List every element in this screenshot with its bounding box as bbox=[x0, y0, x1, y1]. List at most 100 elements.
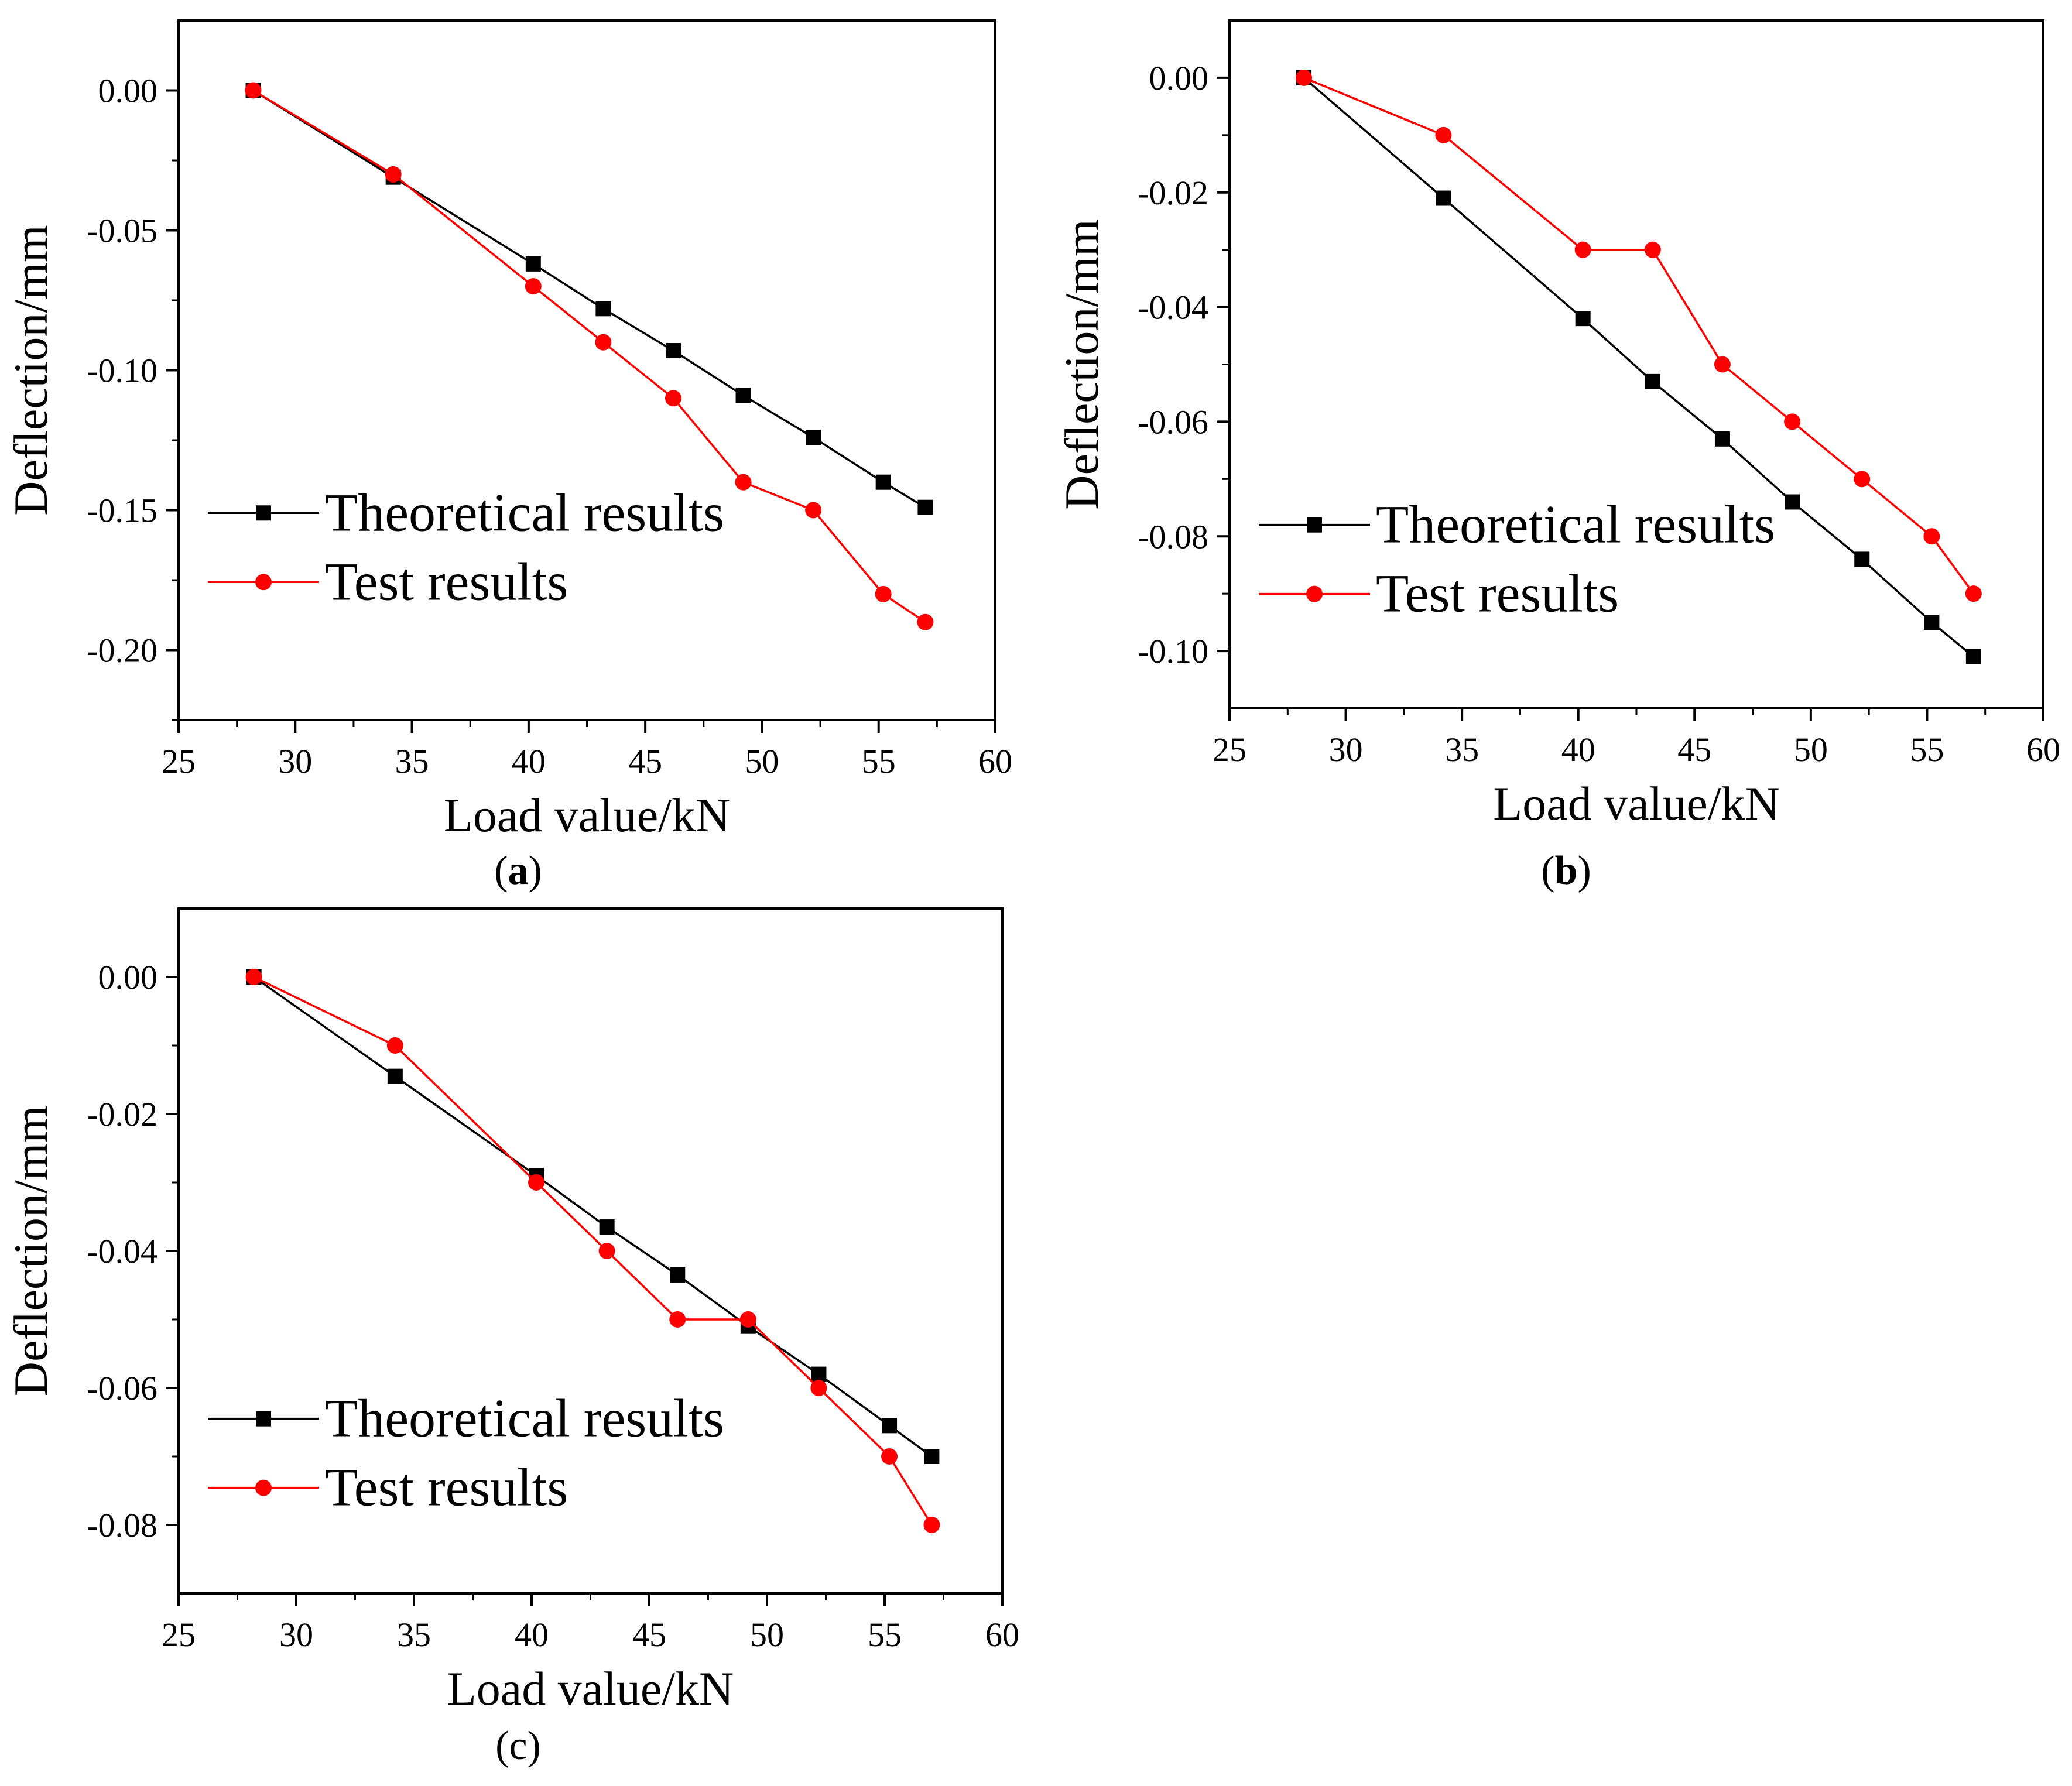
y-tick-label: -0.04 bbox=[1138, 289, 1208, 327]
x-tick-label: 50 bbox=[745, 742, 779, 780]
x-tick-label: 55 bbox=[1910, 731, 1944, 769]
x-axis-title: Load value/kN bbox=[447, 1662, 734, 1715]
panel-label-close: ) bbox=[528, 1723, 541, 1768]
legend-marker-theoretical bbox=[1307, 517, 1322, 533]
x-tick-label: 30 bbox=[278, 742, 312, 780]
y-tick-label: -0.06 bbox=[1138, 403, 1208, 441]
series-line-test bbox=[252, 89, 926, 623]
data-point-theoretical bbox=[1785, 494, 1800, 510]
panel-label-letter: a bbox=[508, 848, 529, 893]
data-point-test bbox=[598, 1243, 615, 1259]
x-tick-label: 30 bbox=[279, 1616, 313, 1654]
data-point-test bbox=[1854, 471, 1871, 488]
series-line-theoretical bbox=[253, 976, 933, 1458]
x-tick-label: 40 bbox=[1561, 731, 1595, 769]
panel-label-open: ( bbox=[495, 1723, 509, 1768]
data-point-test bbox=[735, 474, 752, 491]
x-tick-label: 55 bbox=[868, 1616, 902, 1654]
legend-marker-test bbox=[1306, 585, 1323, 602]
plot-frame bbox=[177, 19, 996, 721]
data-point-test bbox=[1574, 241, 1591, 258]
x-tick-label: 25 bbox=[162, 742, 196, 780]
x-tick-label: 40 bbox=[515, 1616, 549, 1654]
x-tick-label: 35 bbox=[395, 742, 429, 780]
x-tick-label: 50 bbox=[1794, 731, 1828, 769]
y-tick-label: -0.08 bbox=[87, 1506, 157, 1544]
panel-label: (c) bbox=[495, 1723, 541, 1768]
data-point-theoretical bbox=[924, 1449, 940, 1464]
legend-marker-test bbox=[255, 574, 272, 591]
data-point-theoretical bbox=[811, 1366, 827, 1382]
x-axis-title: Load value/kN bbox=[1493, 777, 1780, 830]
y-tick-label: -0.05 bbox=[87, 212, 157, 250]
data-point-test bbox=[669, 1311, 686, 1328]
data-point-theoretical bbox=[917, 499, 933, 515]
panel-label-letter: c bbox=[509, 1723, 527, 1768]
x-tick-label: 40 bbox=[512, 742, 546, 780]
y-tick-label: -0.08 bbox=[1138, 517, 1208, 556]
x-tick-label: 35 bbox=[397, 1616, 431, 1654]
data-point-test bbox=[739, 1311, 756, 1328]
data-point-theoretical bbox=[670, 1267, 686, 1283]
chart-panel-c: 25 30 35 40 45 50 55 60 0.00 -0.02 -0.04 -0.06 -0.08… bbox=[4, 907, 1019, 1768]
data-point-theoretical bbox=[525, 256, 541, 272]
y-tick-label: -0.02 bbox=[1138, 174, 1208, 212]
legend-label-theoretical: Theoretical results bbox=[325, 1389, 724, 1448]
y-tick-label: 0.00 bbox=[98, 958, 158, 996]
data-point-theoretical bbox=[387, 1068, 403, 1084]
y-tick-label: -0.10 bbox=[87, 352, 157, 390]
y-tick-label: -0.15 bbox=[87, 492, 157, 530]
legend-marker-theoretical bbox=[256, 505, 271, 521]
y-tick-label: -0.04 bbox=[87, 1232, 157, 1270]
data-point-theoretical bbox=[665, 343, 681, 359]
data-point-theoretical bbox=[735, 388, 751, 403]
series-line-theoretical bbox=[252, 90, 926, 509]
data-point-test bbox=[923, 1517, 940, 1533]
data-point-theoretical bbox=[1575, 311, 1591, 327]
data-point-theoretical bbox=[599, 1219, 615, 1235]
x-tick-label: 55 bbox=[862, 742, 896, 780]
data-point-test bbox=[245, 82, 262, 99]
y-tick-label: -0.20 bbox=[87, 632, 157, 670]
data-point-test bbox=[1296, 69, 1313, 86]
chart-panel-b: 25 30 35 40 45 50 55 60 0.00 -0.02 -0.04 -0.06 -0.08… bbox=[1055, 19, 2060, 893]
panel-label-open: ( bbox=[1541, 848, 1554, 893]
x-tick-label: 60 bbox=[985, 1616, 1019, 1654]
data-point-test bbox=[810, 1380, 827, 1396]
data-point-test bbox=[385, 166, 402, 183]
data-point-theoretical bbox=[1714, 431, 1730, 447]
panel-label-letter: b bbox=[1555, 848, 1578, 893]
data-point-test bbox=[1965, 585, 1982, 602]
data-point-test bbox=[386, 1037, 403, 1054]
data-point-theoretical bbox=[1854, 551, 1870, 567]
legend-label-theoretical: Theoretical results bbox=[325, 482, 724, 542]
y-tick-label: -0.10 bbox=[1138, 632, 1208, 670]
legend-label-test: Test results bbox=[325, 551, 568, 611]
data-point-theoretical bbox=[1645, 373, 1660, 389]
x-tick-label: 25 bbox=[1213, 731, 1246, 769]
y-tick-label: 0.00 bbox=[1149, 59, 1209, 97]
x-tick-label: 30 bbox=[1329, 731, 1363, 769]
data-point-test bbox=[245, 969, 262, 985]
data-point-test bbox=[805, 502, 822, 519]
data-point-test bbox=[1644, 241, 1661, 258]
x-tick-label: 60 bbox=[978, 742, 1012, 780]
data-point-test bbox=[917, 613, 934, 630]
y-axis-title: Deflection/mm bbox=[4, 225, 57, 515]
panel-label-open: ( bbox=[494, 848, 508, 893]
panel-label-close: ) bbox=[529, 848, 542, 893]
panel-label: (b) bbox=[1541, 848, 1591, 893]
x-tick-label: 25 bbox=[162, 1616, 196, 1654]
data-point-test bbox=[1714, 356, 1731, 373]
x-tick-label: 45 bbox=[628, 742, 662, 780]
chart-panel-a: 25 30 35 40 45 50 55 60 0.00 -0.05 -0.10 -0.15 -0.20… bbox=[4, 19, 1012, 893]
y-tick-label: -0.06 bbox=[87, 1369, 157, 1407]
panel-label-close: ) bbox=[1577, 848, 1591, 893]
legend-label-test: Test results bbox=[1376, 564, 1619, 623]
x-tick-label: 45 bbox=[1677, 731, 1711, 769]
data-point-test bbox=[1435, 126, 1452, 143]
y-axis-title: Deflection/mm bbox=[4, 1106, 57, 1396]
data-point-theoretical bbox=[1924, 615, 1940, 630]
data-point-test bbox=[595, 334, 612, 351]
